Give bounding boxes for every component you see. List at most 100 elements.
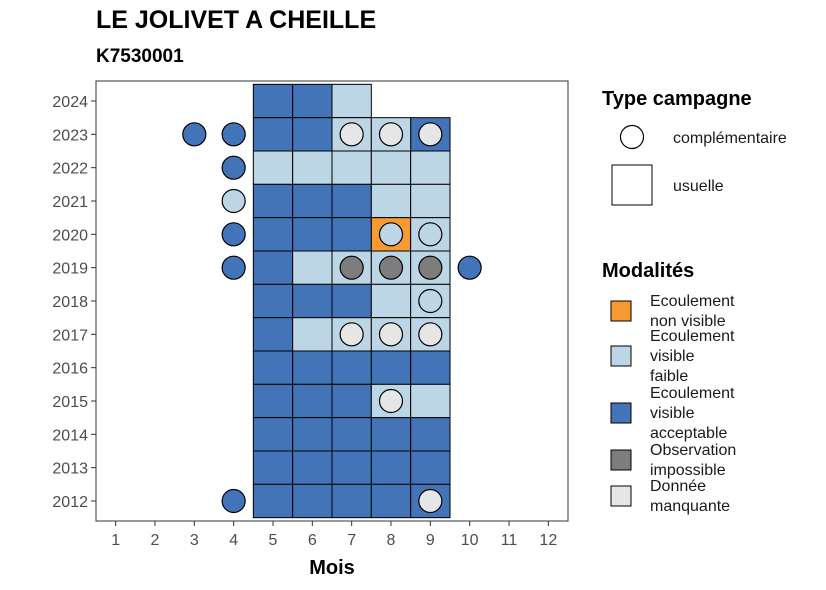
tile-2024-5 — [252, 83, 294, 119]
tile-2013-9 — [410, 450, 451, 485]
x-tick-label: 3 — [190, 532, 199, 549]
tile-2013-8 — [370, 450, 412, 485]
tile-2021-8 — [370, 183, 412, 219]
tile-2023-6 — [292, 117, 333, 152]
y-tick-label: 2022 — [52, 161, 88, 178]
tile-2022-6 — [292, 150, 333, 185]
tile-2016-6 — [292, 350, 333, 385]
point-2023-7 — [339, 122, 364, 147]
chart-title: LE JOLIVET A CHEILLE — [96, 6, 377, 34]
y-tick-label: 2023 — [52, 127, 88, 144]
point-2020-9 — [418, 222, 443, 247]
x-tick-label: 10 — [461, 532, 479, 549]
x-tick-label: 6 — [308, 532, 317, 549]
tile-2013-6 — [292, 450, 333, 485]
legend-modalite-label: manquante — [650, 498, 730, 515]
legend-type-label: usuelle — [673, 178, 724, 195]
point-2020-4 — [221, 222, 246, 247]
legend-type-title: Type campagne — [602, 88, 752, 110]
point-2019-8 — [378, 255, 404, 280]
tile-2018-6 — [292, 283, 333, 319]
x-tick-label: 9 — [426, 532, 435, 549]
tile-2017-6 — [292, 317, 333, 352]
tile-2019-5 — [252, 250, 294, 285]
point-2018-9 — [418, 288, 443, 314]
y-tick-label: 2015 — [52, 394, 88, 411]
tile-2016-8 — [370, 350, 412, 385]
point-2019-10 — [457, 255, 482, 280]
point-2023-4 — [221, 122, 246, 147]
tile-2014-9 — [410, 417, 451, 452]
point-2019-7 — [339, 255, 364, 280]
point-2023-3 — [182, 122, 207, 147]
tile-2024-6 — [292, 83, 333, 119]
point-2023-8 — [378, 122, 404, 147]
tile-2018-8 — [370, 283, 412, 319]
legend-modalite-key — [610, 449, 632, 471]
tile-2019-6 — [292, 250, 333, 285]
tile-2016-5 — [252, 350, 294, 385]
x-tick-label: 7 — [347, 532, 356, 549]
tile-2016-7 — [331, 350, 372, 385]
legend-modalite-label: Ecoulement — [650, 293, 735, 310]
tile-2022-7 — [331, 150, 372, 185]
x-tick-label: 2 — [151, 532, 160, 549]
tile-2021-5 — [252, 183, 294, 219]
tile-2020-5 — [252, 217, 294, 252]
tile-2021-7 — [331, 183, 372, 219]
tile-2016-9 — [410, 350, 451, 385]
y-tick-label: 2016 — [52, 361, 88, 378]
point-2012-9 — [418, 488, 443, 514]
chart-subtitle: K7530001 — [96, 46, 184, 67]
tile-2018-7 — [331, 283, 372, 319]
legend-modalite-label: Observation — [650, 442, 736, 459]
point-2019-9 — [418, 255, 443, 280]
tile-2022-9 — [410, 150, 451, 185]
tile-2017-5 — [252, 317, 294, 352]
tile-2012-6 — [292, 483, 333, 519]
y-tick-label: 2014 — [52, 427, 88, 444]
x-tick-label: 5 — [269, 532, 278, 549]
point-2019-4 — [221, 255, 246, 280]
tile-2015-9 — [410, 383, 451, 419]
point-2015-8 — [378, 388, 404, 414]
y-tick-label: 2021 — [52, 194, 88, 211]
legend-modalite-key — [610, 345, 632, 367]
point-2017-8 — [378, 322, 404, 347]
legend-circle-key — [619, 124, 645, 150]
tile-2014-8 — [370, 417, 412, 452]
legend-modalite-label: visible — [650, 405, 695, 422]
tile-2015-6 — [292, 383, 333, 419]
legend-modalite-label: impossible — [650, 462, 726, 479]
point-2020-8 — [378, 222, 404, 247]
legend-modalite-label: faible — [650, 368, 688, 385]
legend-modalite-label: acceptable — [650, 425, 727, 442]
legend-modalite-label: Donnée — [650, 478, 706, 495]
point-2021-4 — [221, 188, 246, 214]
tile-2020-7 — [331, 217, 372, 252]
tile-2014-5 — [252, 417, 294, 452]
tile-2020-6 — [292, 217, 333, 252]
legend-modalite-label: Ecoulement — [650, 328, 735, 345]
tile-2012-5 — [252, 483, 294, 519]
legend-modalite-label: Ecoulement — [650, 385, 735, 402]
point-2017-7 — [339, 322, 364, 347]
point-2022-4 — [221, 155, 246, 180]
tile-2014-7 — [331, 417, 372, 452]
tile-2021-6 — [292, 183, 333, 219]
x-axis-label: Mois — [309, 557, 355, 579]
legend-modalites-title: Modalités — [602, 260, 694, 282]
x-tick-label: 8 — [387, 532, 396, 549]
x-tick-label: 11 — [501, 532, 518, 549]
tile-2022-5 — [252, 150, 294, 185]
tile-2021-9 — [410, 183, 451, 219]
y-tick-label: 2018 — [52, 294, 88, 311]
tile-2022-8 — [370, 150, 412, 185]
y-tick-label: 2020 — [52, 227, 88, 244]
tile-2012-7 — [331, 483, 372, 519]
legend-square-key — [611, 164, 653, 206]
y-tick-label: 2019 — [52, 261, 88, 278]
y-tick-label: 2017 — [52, 327, 88, 344]
tile-2013-5 — [252, 450, 294, 485]
